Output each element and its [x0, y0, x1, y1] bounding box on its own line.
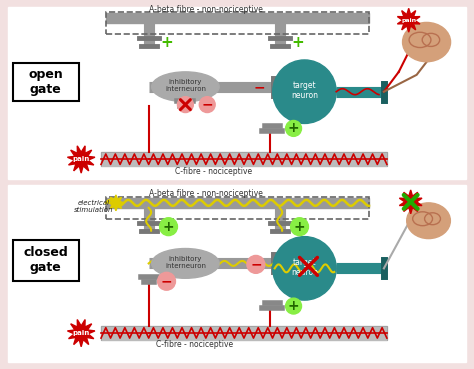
Text: open
gate: open gate — [28, 68, 63, 96]
Bar — [101, 326, 387, 340]
Ellipse shape — [291, 218, 309, 236]
Bar — [106, 13, 369, 23]
Polygon shape — [397, 8, 420, 32]
Bar — [8, 185, 466, 362]
Ellipse shape — [247, 255, 265, 273]
Bar — [101, 152, 387, 166]
Polygon shape — [400, 190, 422, 214]
Text: electrical
stimulation: electrical stimulation — [74, 200, 114, 213]
Text: inhibitory
interneuron: inhibitory interneuron — [165, 79, 206, 92]
Ellipse shape — [152, 72, 219, 101]
Ellipse shape — [402, 23, 451, 62]
Text: −: − — [161, 274, 173, 288]
Polygon shape — [67, 146, 95, 173]
Text: C-fibre - nociceptive: C-fibre - nociceptive — [175, 166, 253, 176]
Text: closed
gate: closed gate — [23, 246, 68, 275]
Bar — [8, 7, 466, 179]
Text: A-beta fibre - non-nociceptive: A-beta fibre - non-nociceptive — [149, 5, 263, 14]
Ellipse shape — [286, 298, 301, 314]
Text: +: + — [160, 35, 173, 49]
Ellipse shape — [177, 97, 193, 113]
Text: pain: pain — [73, 156, 90, 162]
Text: +: + — [288, 121, 300, 135]
FancyBboxPatch shape — [13, 63, 79, 101]
Polygon shape — [67, 320, 95, 347]
Text: −: − — [250, 258, 262, 271]
Bar — [106, 198, 369, 208]
Text: −: − — [254, 81, 265, 95]
Ellipse shape — [157, 272, 175, 290]
Ellipse shape — [273, 237, 336, 300]
Ellipse shape — [273, 60, 336, 124]
Ellipse shape — [160, 218, 177, 236]
Text: A-beta fibre - non-nociceptive: A-beta fibre - non-nociceptive — [149, 189, 263, 199]
Text: inhibitory
interneuron: inhibitory interneuron — [165, 256, 206, 269]
Text: −: − — [201, 98, 213, 111]
Text: target
neuron: target neuron — [291, 81, 318, 100]
Polygon shape — [108, 195, 124, 211]
Bar — [106, 197, 369, 219]
Text: pain: pain — [401, 18, 416, 23]
Text: +: + — [291, 35, 304, 49]
Bar — [106, 12, 369, 34]
Text: +: + — [294, 220, 305, 234]
Ellipse shape — [152, 248, 219, 278]
Ellipse shape — [199, 97, 215, 113]
FancyBboxPatch shape — [13, 239, 79, 281]
Ellipse shape — [286, 121, 301, 137]
Text: pain: pain — [73, 330, 90, 336]
Text: +: + — [288, 299, 300, 313]
Text: target
neuron: target neuron — [291, 258, 318, 277]
Ellipse shape — [407, 203, 450, 239]
Text: C-fibre - nociceptive: C-fibre - nociceptive — [155, 340, 233, 349]
Text: +: + — [163, 220, 174, 234]
